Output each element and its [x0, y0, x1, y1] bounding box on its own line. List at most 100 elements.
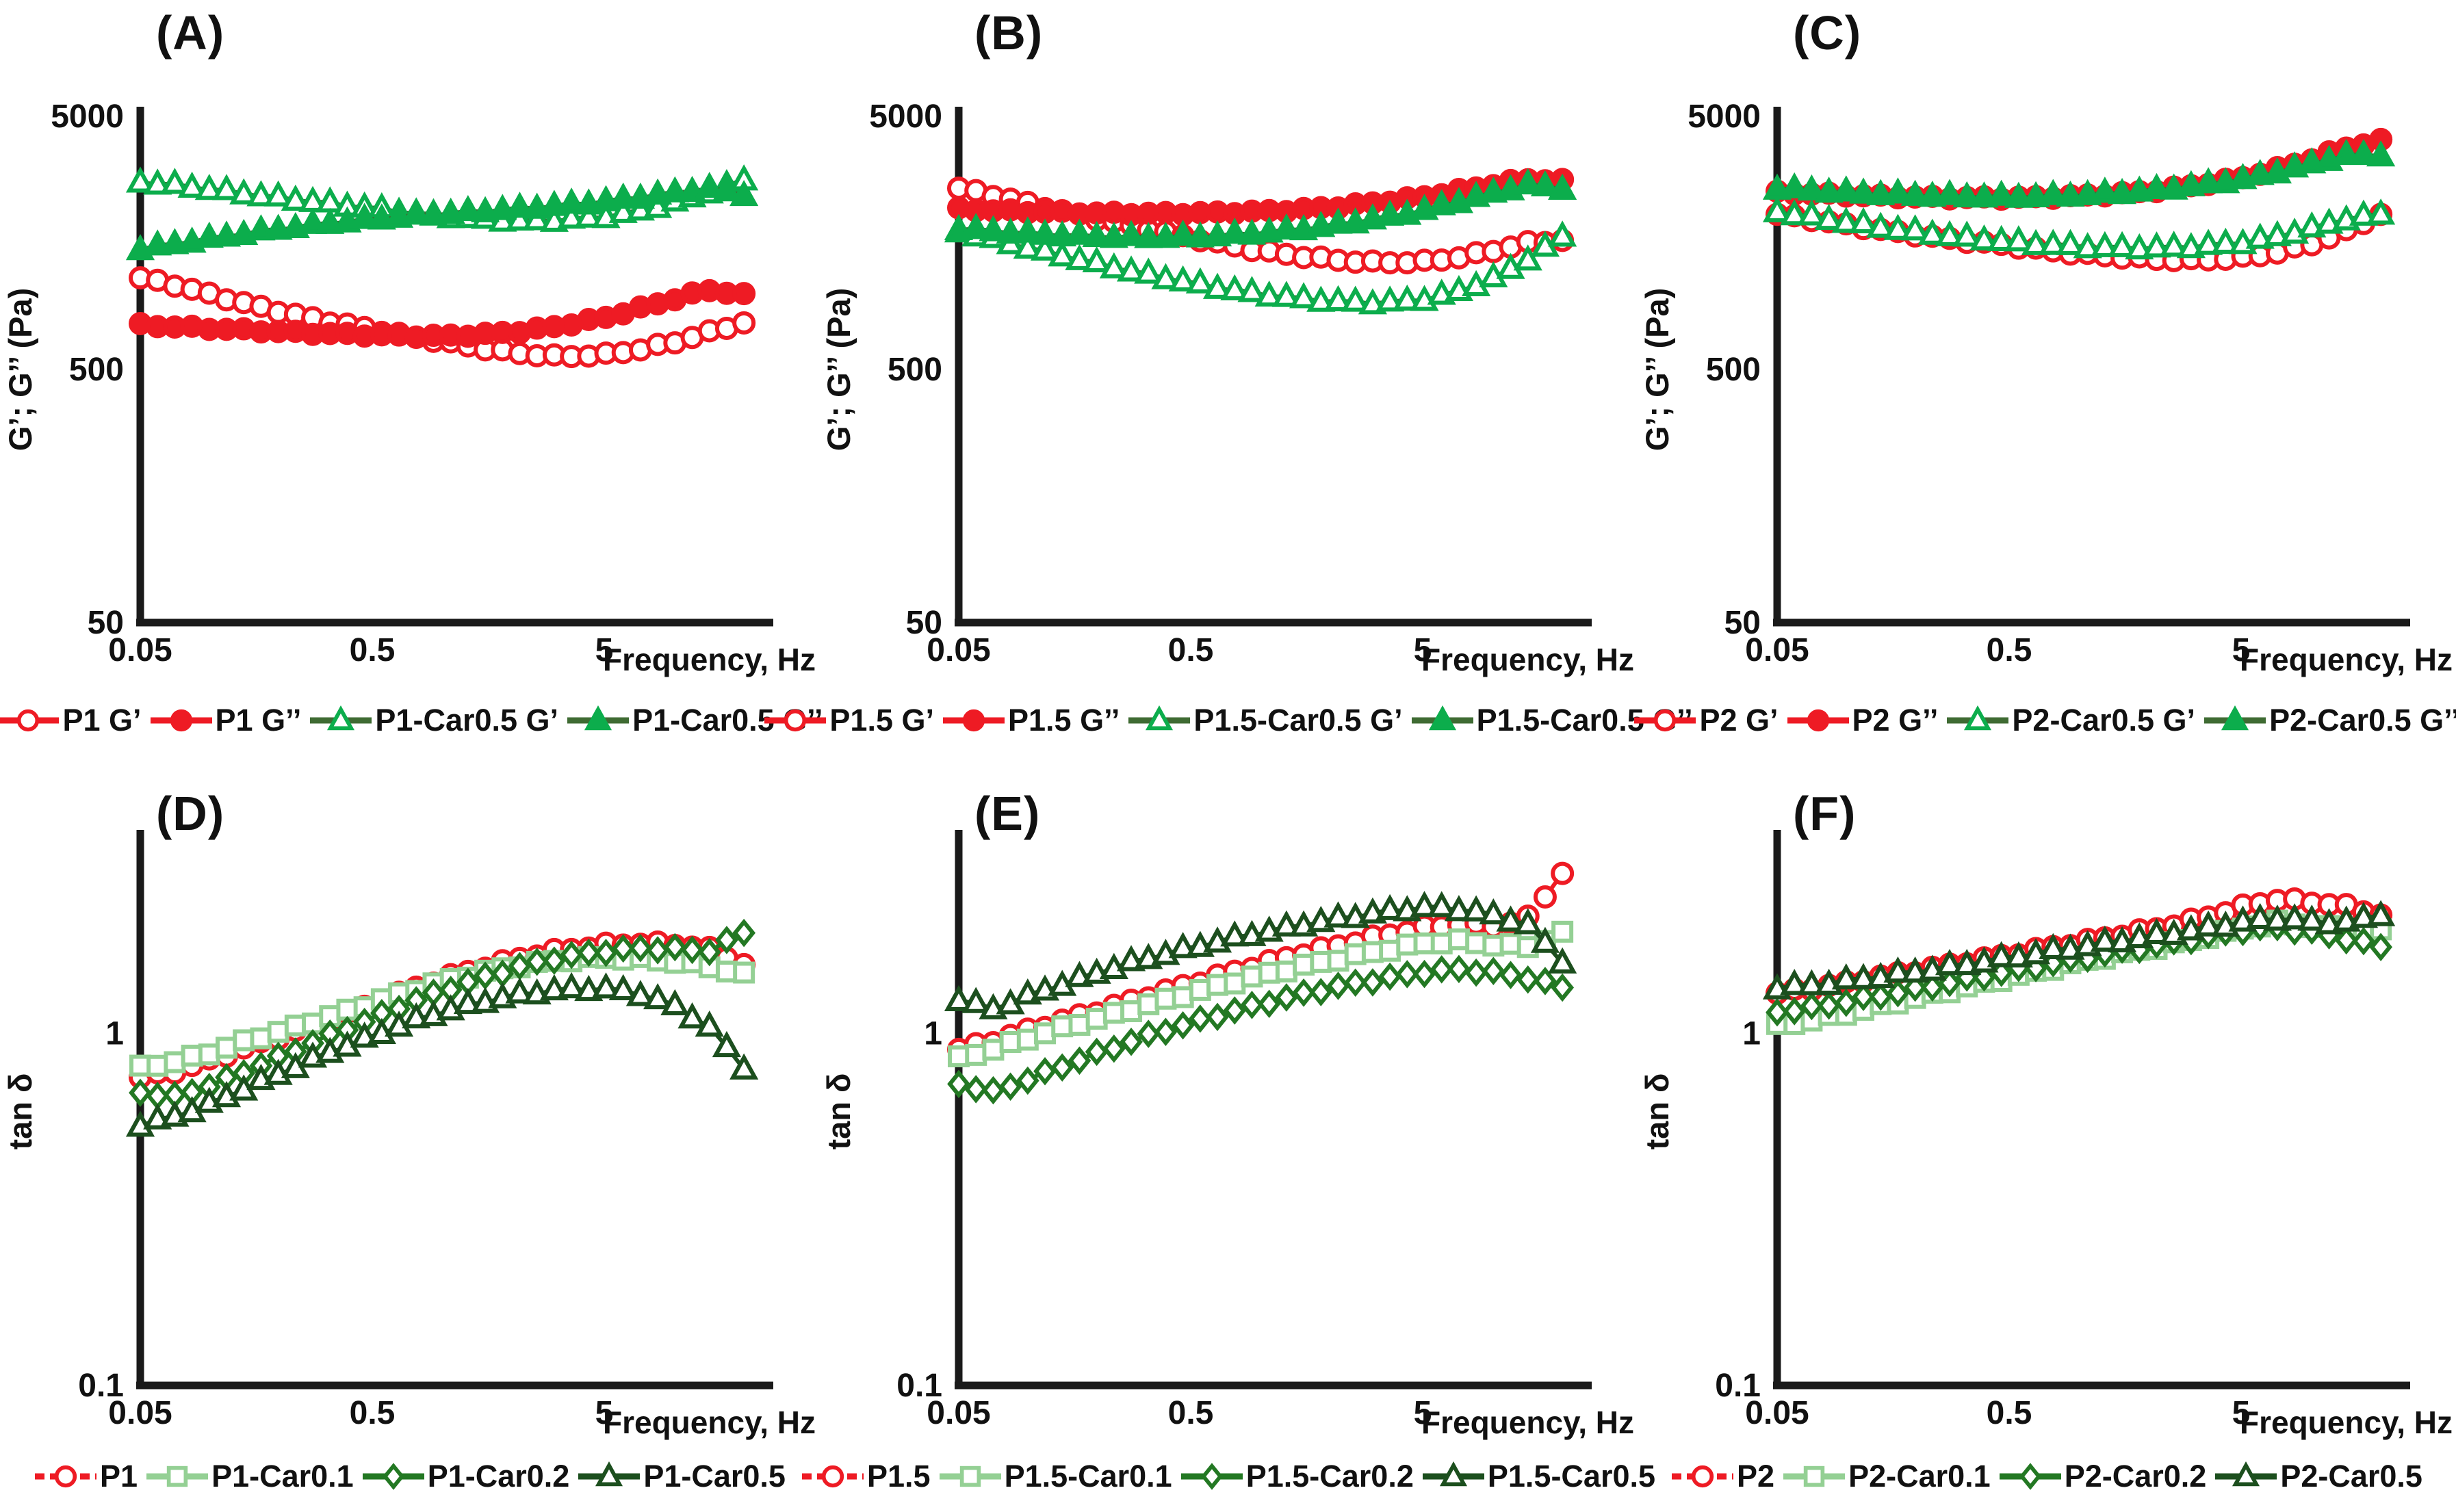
legend-item-p2-car0-1: P2-Car0.1: [1781, 1459, 1991, 1494]
triangle-solid-marker: [2090, 177, 2119, 203]
triangle-solid-marker: [1548, 173, 1577, 200]
triangle-legend-swatch: [578, 1461, 641, 1487]
panel-title-f: (F): [1793, 787, 1857, 840]
triangle-solid-marker: [2366, 140, 2396, 167]
square-open-marker: [216, 1037, 238, 1059]
triangle-solid-marker: [961, 213, 991, 239]
triangle-solid-marker: [557, 187, 586, 214]
diamond-open-marker: [1188, 1004, 1212, 1033]
triangle-solid-marker: [1952, 181, 1982, 208]
triangle-open-marker: [1780, 198, 1809, 226]
triangle-open-marker: [1271, 281, 1301, 307]
legend-panel-c: P2 G’ P2 G’’ P2-Car0.5 G’ P2-Car0.5 G’’: [1634, 689, 2456, 752]
triangle-solid-marker: [505, 192, 534, 218]
triangle-solid-marker: [2194, 167, 2223, 194]
triangle-open-marker: [2108, 231, 2137, 257]
triangle-solid-marker: [2039, 179, 2068, 205]
square-open-marker: [1430, 933, 1453, 955]
triangle-open-marker: [1185, 267, 1215, 294]
triangle-open-marker: [1065, 244, 1094, 270]
triangle-open-marker: [2039, 229, 2068, 255]
square-open-marker: [284, 1014, 307, 1037]
triangle-solid-marker: [160, 228, 190, 255]
triangle-open-marker: [1987, 224, 2016, 251]
square-open-marker: [164, 1051, 186, 1073]
triangle-open-marker: [1030, 234, 1060, 261]
square-open-marker: [1344, 943, 1367, 965]
legend-item-p1-g-: P1 G’: [0, 703, 142, 738]
triangle-open-marker: [1082, 246, 1111, 273]
legend-item-p1-5-car0-5-g-: P1.5-Car0.5 G’’: [1410, 703, 1693, 738]
diamond-open-marker: [1516, 965, 1540, 994]
triangle-open-marker: [1099, 252, 1128, 278]
triangle-open-marker: [1393, 284, 1422, 311]
diamond-open-marker: [1412, 959, 1436, 989]
panel-title-a: (A): [156, 6, 225, 60]
triangle-open-marker: [2194, 910, 2223, 937]
square-open-marker: [1803, 1465, 1825, 1487]
x-tick-label: 0.05: [927, 1395, 990, 1431]
triangle-open-marker: [1935, 220, 1965, 246]
triangle-open-marker: [1952, 220, 1982, 247]
legend-label: P1-Car0.5: [643, 1459, 786, 1494]
triangle-solid-marker: [402, 198, 431, 225]
legend-item-p1-car0-5: P1-Car0.5: [576, 1459, 786, 1494]
legend-label: P1-Car0.5 G’: [375, 703, 559, 738]
circle-legend-swatch: [35, 1465, 97, 1488]
triangle-open-marker: [1848, 207, 1878, 234]
legend-item-p2-g-: P2 G’’: [1785, 703, 1939, 738]
triangle-solid-marker: [1065, 218, 1094, 245]
triangle-open-marker: [229, 178, 259, 205]
square-open-marker: [1551, 920, 1574, 943]
triangle-solid-marker: [1013, 216, 1042, 243]
square-open-marker: [129, 1054, 151, 1077]
triangle-solid-marker: [584, 705, 612, 731]
diamond-open-marker: [1395, 960, 1419, 989]
triangle-legend-swatch: [1411, 705, 1473, 731]
triangle-open-marker: [1831, 207, 1861, 233]
legend-label: P2 G’’: [1852, 703, 1939, 738]
triangle-open-marker: [1048, 240, 1077, 267]
legend-label: P1 G’’: [215, 703, 302, 738]
triangle-open-marker: [2142, 231, 2171, 258]
legend-label: P1.5-Car0.5 G’: [1193, 703, 1403, 738]
triangle-solid-marker: [350, 203, 379, 229]
triangle-solid-marker: [1220, 217, 1250, 244]
triangle-open-marker: [1900, 956, 1930, 983]
triangle-open-marker: [1146, 705, 1174, 731]
triangle-solid-marker: [143, 229, 172, 256]
square-open-marker: [1310, 950, 1332, 973]
triangle-solid-marker: [298, 207, 328, 234]
diamond-legend-swatch: [1999, 1463, 2061, 1490]
square-open-marker: [1085, 1008, 1108, 1030]
legend-item-p1-car0-5-g-: P1-Car0.5 G’: [308, 703, 558, 738]
square-open-marker: [1102, 1002, 1125, 1024]
triangle-open-marker: [2021, 229, 2051, 255]
triangle-open-marker: [505, 977, 534, 1004]
legend-item-p1-5-g-: P1.5 G’’: [941, 703, 1120, 738]
diamond-open-marker: [560, 940, 583, 969]
triangle-open-marker: [143, 168, 172, 195]
diamond-open-marker: [1464, 958, 1488, 987]
diamond-open-marker: [1551, 973, 1575, 1002]
diamond-open-marker: [1240, 991, 1264, 1019]
triangle-solid-marker: [1048, 220, 1077, 247]
triangle-solid-marker: [2349, 138, 2379, 166]
circle-solid-marker: [962, 709, 985, 732]
triangle-solid-marker: [1116, 220, 1146, 246]
triangle-open-marker: [1323, 285, 1353, 311]
diamond-open-marker: [1499, 961, 1523, 989]
triangle-solid-marker: [1237, 218, 1267, 245]
square-open-marker: [250, 1027, 272, 1050]
legend-label: P1.5: [866, 1459, 931, 1494]
triangle-legend-swatch: [567, 705, 630, 731]
diamond-open-marker: [594, 939, 618, 967]
circle-open-marker: [1654, 709, 1677, 732]
triangle-open-marker: [1479, 898, 1508, 925]
square-legend-swatch: [146, 1465, 209, 1487]
triangle-open-marker: [1848, 963, 1878, 989]
triangle-open-marker: [2142, 917, 2171, 944]
triangle-legend-swatch: [1947, 705, 2009, 731]
